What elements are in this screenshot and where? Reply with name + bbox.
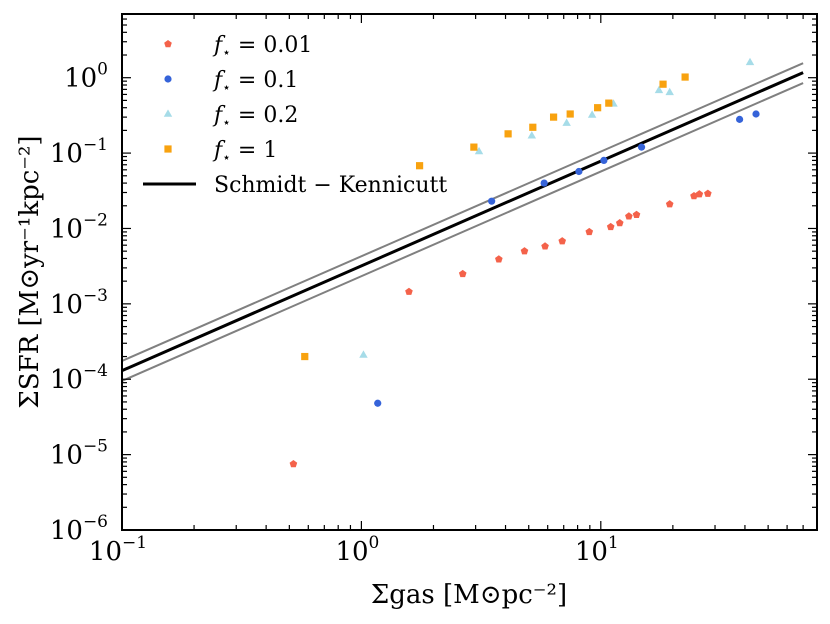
data-point: [615, 219, 624, 227]
series-2: [374, 110, 760, 407]
data-point: [587, 110, 597, 118]
data-point: [681, 73, 689, 81]
legend-item: f⋆ = 0.1: [164, 68, 298, 96]
data-point: [600, 156, 608, 164]
data-point: [695, 190, 704, 198]
data-point: [470, 143, 478, 151]
y-tick-label: 10−1: [50, 135, 108, 169]
legend-label: f⋆ = 1: [212, 138, 277, 166]
y-tick-label: 100: [64, 60, 108, 94]
data-point: [605, 99, 613, 107]
legend-label: f⋆ = 0.1: [212, 68, 298, 96]
plot-area: [122, 57, 804, 468]
data-point: [594, 104, 602, 112]
data-point: [632, 210, 641, 218]
data-point: [665, 200, 674, 208]
data-point: [301, 352, 309, 361]
data-point: [488, 197, 496, 205]
legend-item: f⋆ = 0.01: [164, 33, 312, 61]
legend-label: Schmidt − Kennicutt: [214, 173, 447, 198]
series-3: [359, 57, 755, 358]
data-point: [625, 212, 633, 220]
schmidt-kennicutt-bound-line: [122, 62, 804, 362]
legend-item: f⋆ = 0.2: [163, 103, 298, 131]
data-point: [458, 269, 467, 278]
legend-marker: [164, 145, 172, 153]
data-point: [527, 131, 537, 139]
data-point: [374, 399, 382, 407]
y-tick-label: 10−5: [50, 437, 108, 471]
legend-marker: [164, 75, 172, 83]
data-point: [637, 143, 646, 151]
data-point: [415, 162, 424, 170]
data-point: [359, 350, 368, 358]
y-tick-label: 10−6: [50, 512, 108, 546]
y-tick-label: 10−4: [50, 361, 108, 395]
y-axis-label: ΣSFR [M⊙yr⁻¹kpc⁻²]: [15, 135, 45, 408]
data-point: [504, 130, 512, 138]
data-point: [289, 460, 298, 468]
x-tick-label: 10−1: [89, 533, 147, 567]
y-tick-label: 10−3: [50, 286, 108, 320]
data-point: [541, 242, 549, 250]
legend-marker: [163, 109, 173, 117]
schmidt-kennicutt-bound-line: [122, 82, 804, 382]
data-point: [520, 247, 529, 255]
data-point: [745, 57, 755, 66]
legend-label: f⋆ = 0.2: [212, 103, 298, 131]
data-point: [562, 118, 571, 126]
x-tick-label: 101: [575, 533, 619, 567]
legend: f⋆ = 0.01 f⋆ = 0.1 f⋆ = 0.2 f⋆ = 1 Schmidt −…: [143, 33, 447, 198]
data-point: [495, 255, 503, 263]
series-4: [301, 73, 689, 361]
series-1: [289, 189, 712, 468]
data-point: [654, 85, 664, 94]
legend-item: f⋆ = 1: [164, 138, 277, 166]
data-point: [549, 113, 558, 121]
x-axis-label: Σgas [M⊙pc⁻²]: [371, 580, 567, 610]
legend-marker: [164, 40, 172, 48]
data-point: [606, 222, 615, 231]
data-point: [566, 110, 574, 118]
plot-frame: [121, 13, 818, 531]
data-point: [659, 80, 667, 88]
data-point: [752, 110, 760, 118]
axis-ticks: 10−1 100 101 10−6 10−5 10−4 10−3 10−2 10−1 100: [50, 13, 818, 567]
data-point: [405, 287, 413, 295]
data-point: [736, 115, 744, 123]
legend-item: Schmidt − Kennicutt: [143, 173, 447, 198]
schmidt-kennicutt-line: [122, 71, 804, 373]
data-point: [704, 189, 712, 197]
data-point: [540, 179, 548, 187]
data-point: [575, 167, 583, 176]
x-tick-label: 100: [335, 533, 379, 567]
legend-label: f⋆ = 0.01: [212, 33, 312, 61]
y-tick-label: 10−2: [50, 210, 108, 244]
data-point: [585, 227, 594, 236]
data-point: [474, 146, 484, 155]
data-point: [665, 87, 674, 96]
data-point: [529, 123, 537, 131]
data-point: [558, 237, 567, 245]
